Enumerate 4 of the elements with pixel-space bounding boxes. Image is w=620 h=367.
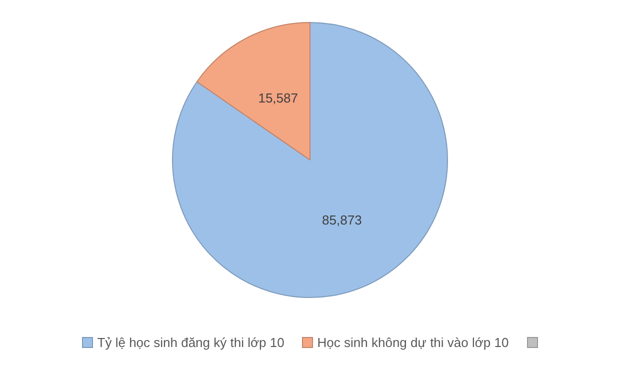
data-label: 85,873 xyxy=(322,212,362,228)
legend-label: Học sinh không dự thi vào lớp 10 xyxy=(317,335,509,350)
data-label: 15,587 xyxy=(258,90,298,106)
legend-label: Tỷ lệ học sinh đăng ký thi lớp 10 xyxy=(97,335,284,350)
